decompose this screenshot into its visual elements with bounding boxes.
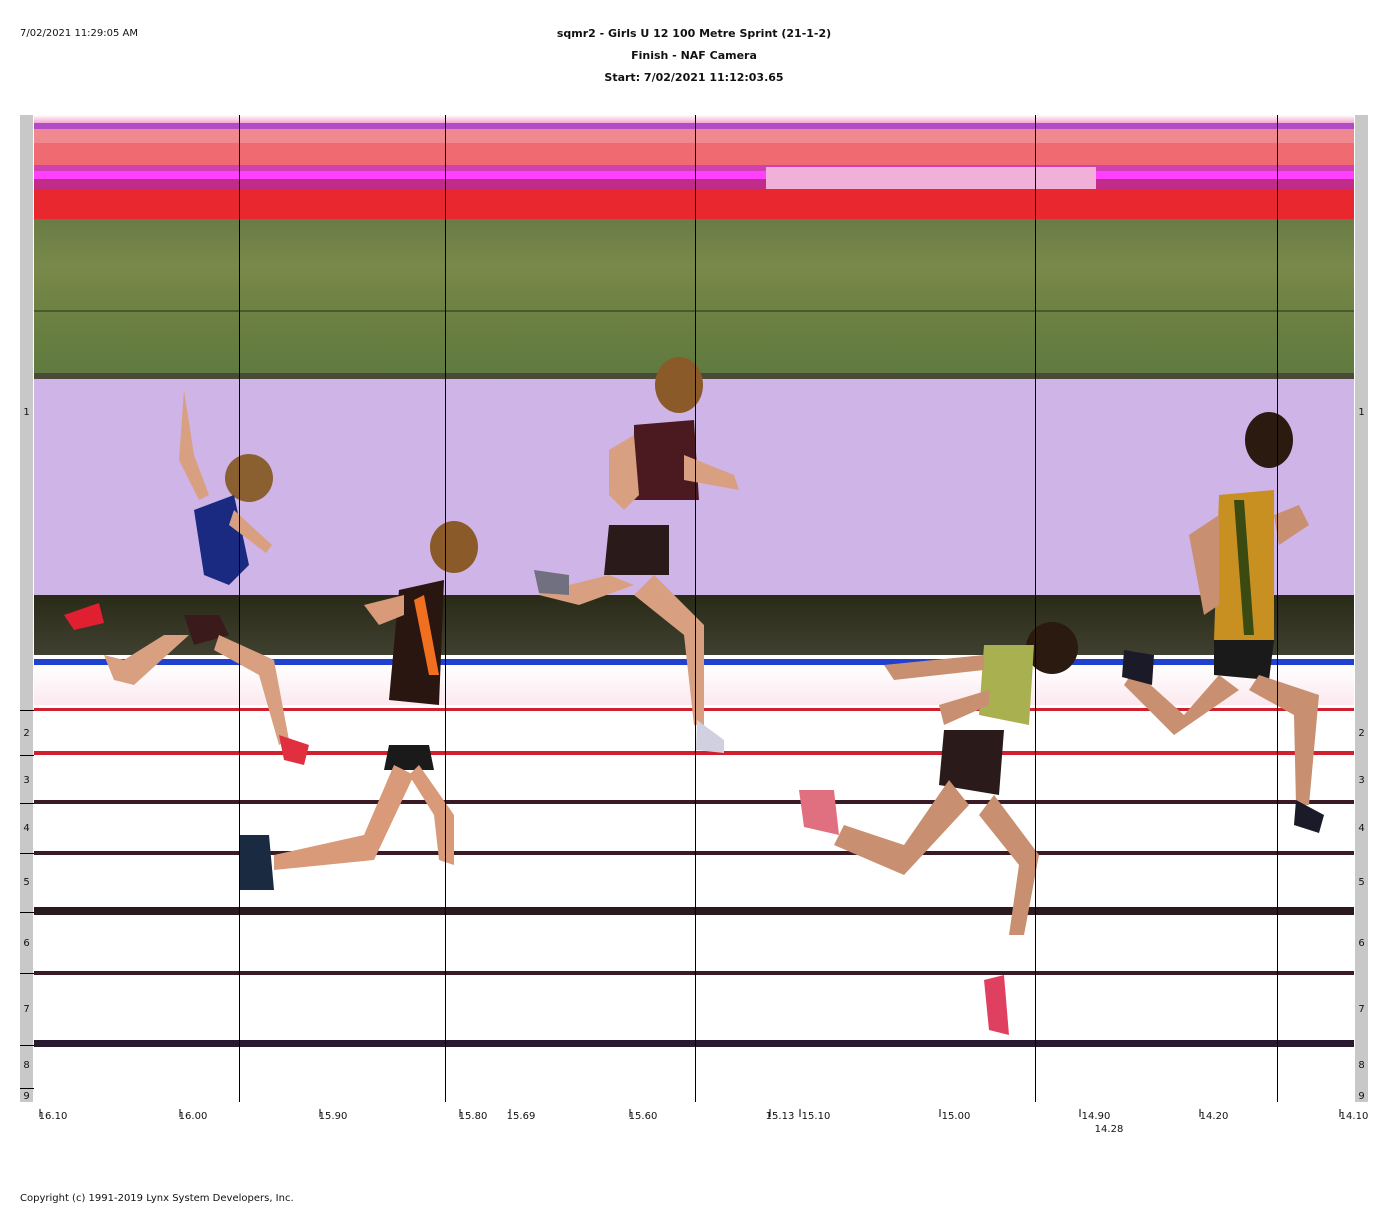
lane-divider (20, 755, 34, 756)
time-label: 16.10 (38, 1111, 68, 1122)
lane-label-right-6: 6 (1358, 938, 1365, 949)
time-label: 14.20 (1199, 1111, 1229, 1122)
time-label: 14.28 (1094, 1124, 1124, 1135)
lane-line (34, 971, 1354, 975)
time-label: 14.10 (1339, 1111, 1369, 1122)
magenta-stripe (34, 179, 1354, 189)
magenta-stripe (34, 165, 1354, 171)
time-label: 15.60 (628, 1111, 658, 1122)
photo-finish-image[interactable] (34, 115, 1354, 1102)
time-label: 14.90 (1081, 1111, 1111, 1122)
race-title: sqmr2 - Girls U 12 100 Metre Sprint (21-… (556, 27, 832, 40)
magenta-stripe (34, 123, 1354, 129)
lane-label-9: 9 (23, 1091, 30, 1102)
time-label: 15.10 (801, 1111, 831, 1122)
runner-lane1-left (64, 390, 309, 765)
runner-lane4-center (799, 622, 1078, 1035)
lane-label-right-2: 2 (1358, 728, 1365, 739)
lane-label-right-9: 9 (1358, 1091, 1365, 1102)
grass-band (34, 219, 1354, 375)
lane-label-3: 3 (23, 775, 30, 786)
time-label: 16.00 (178, 1111, 208, 1122)
lane-line (34, 800, 1354, 804)
time-label: 15.13 (765, 1111, 795, 1122)
lane-line (34, 751, 1354, 755)
right-lane-gutter (1355, 115, 1368, 1102)
time-label: 15.90 (318, 1111, 348, 1122)
time-label: 15.00 (941, 1111, 971, 1122)
lane-label-1: 1 (23, 407, 30, 418)
lane-label-right-3: 3 (1358, 775, 1365, 786)
lane-line (34, 851, 1354, 855)
lane-divider (20, 973, 34, 974)
time-label: 15.69 (506, 1111, 536, 1122)
capture-timestamp: 7/02/2021 11:29:05 AM (20, 28, 139, 39)
time-gridline (445, 115, 446, 1102)
runner-lane1-right (1122, 412, 1324, 833)
time-gridline (1035, 115, 1036, 1102)
lane-label-right-1: 1 (1358, 407, 1365, 418)
lane-divider (20, 912, 34, 913)
lane-line (34, 907, 1354, 915)
runners-layer (64, 357, 1324, 1035)
time-label: 15.80 (458, 1111, 488, 1122)
grass-line (34, 310, 1354, 312)
lane-label-5: 5 (23, 877, 30, 888)
copyright-notice: Copyright (c) 1991-2019 Lynx System Deve… (20, 1193, 294, 1204)
lane-divider (20, 853, 34, 854)
runner-lane2-left (239, 521, 478, 890)
lane-label-4: 4 (23, 823, 30, 834)
left-lane-gutter (20, 115, 33, 1102)
time-gridline (695, 115, 696, 1102)
lane-label-right-8: 8 (1358, 1060, 1365, 1071)
lane-label-7: 7 (23, 1004, 30, 1015)
lane-label-6: 6 (23, 938, 30, 949)
lane-divider (20, 803, 34, 804)
bottom-ruler-ticks (39, 1109, 1341, 1117)
start-time: Start: 7/02/2021 11:12:03.65 (604, 71, 784, 84)
magenta-stripe (34, 171, 1354, 179)
lane-label-2: 2 (23, 728, 30, 739)
time-gridline (239, 115, 240, 1102)
red-band (34, 189, 1354, 219)
top-time-ruler (34, 108, 1354, 123)
lane-label-right-7: 7 (1358, 1004, 1365, 1015)
bottom-time-ruler (34, 1102, 1354, 1117)
lane-divider (20, 1045, 34, 1046)
lane-label-8: 8 (23, 1060, 30, 1071)
pink-stripe (34, 129, 1354, 143)
lane-label-right-5: 5 (1358, 877, 1365, 888)
lane-line (34, 1040, 1354, 1047)
top-stripe (34, 115, 1354, 123)
red-stripe (34, 143, 1354, 165)
lane-divider (20, 1088, 34, 1089)
time-gridline (1277, 115, 1278, 1102)
light-patch (766, 167, 1096, 189)
runner-lane1-center (534, 357, 739, 753)
lane-divider (20, 710, 34, 711)
lane-label-right-4: 4 (1358, 823, 1365, 834)
camera-label: Finish - NAF Camera (631, 49, 757, 62)
